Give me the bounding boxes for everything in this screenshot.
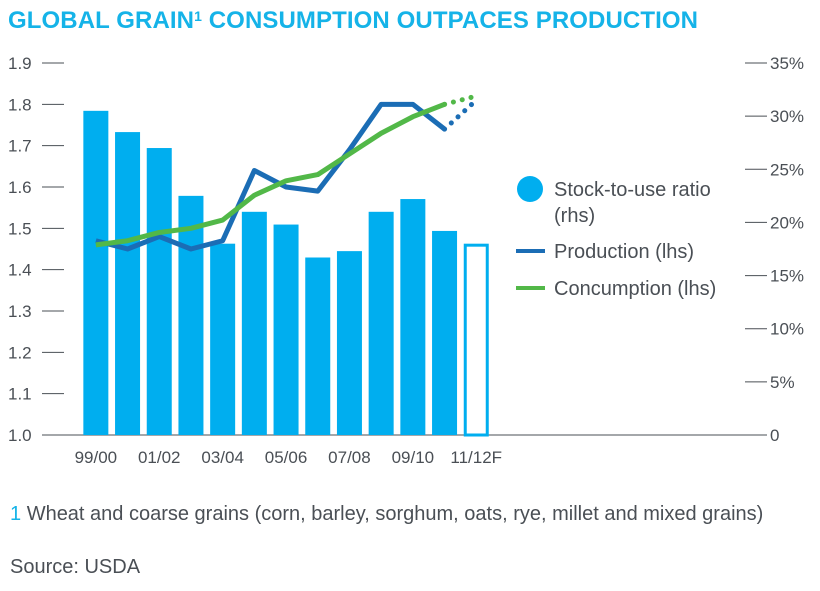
right-tick-label: 5%	[770, 373, 795, 392]
left-tick-label: 1.0	[8, 426, 32, 445]
bar-03/04	[210, 243, 236, 435]
bar-09/10	[400, 199, 426, 435]
bar-99/00	[83, 110, 109, 435]
x-tick-label: 11/12F	[450, 448, 502, 467]
legend-bar-label-rhs: (rhs)	[554, 205, 595, 227]
legend-consumption-label: Concumption (lhs)	[554, 278, 716, 300]
x-axis-labels: 99/00 01/02 03/04 05/06 07/08 09/10 11/12F	[75, 448, 503, 467]
consumption-forecast-line	[442, 93, 479, 107]
bar-06/07	[305, 257, 331, 435]
chart-title: GLOBAL GRAIN1 CONSUMPTION OUTPACES PRODU…	[8, 7, 699, 34]
x-tick-label: 03/04	[201, 448, 244, 467]
bar-02/03	[178, 195, 204, 435]
x-tick-label: 99/00	[75, 448, 118, 467]
legend-bar-label: Stock-to-use ratio	[554, 179, 711, 201]
right-tick-label: 25%	[770, 160, 804, 179]
x-tick-label: 01/02	[138, 448, 181, 467]
bar-forecast-11/12F	[463, 243, 489, 437]
chart-legend: Stock-to-use ratio (rhs) Production (lhs) C…	[516, 176, 716, 300]
x-tick-label: 05/06	[265, 448, 308, 467]
footnote: 1 Wheat and coarse grains (corn, barley,…	[10, 502, 810, 526]
left-tick-label: 1.8	[8, 95, 32, 114]
stock-to-use-bars	[83, 110, 489, 437]
right-tick-label: 0	[770, 426, 779, 445]
consumption-line	[95, 102, 446, 248]
left-tick-label: 1.1	[8, 385, 32, 404]
chart-axes: 1.0 1.1 1.2 1.3 1.4 1.5 1.6 1.7 1.8 1.9 0 5% 10% 15% 2…	[8, 54, 804, 445]
left-tick-label: 1.5	[8, 219, 32, 238]
bar-08/09	[368, 211, 394, 435]
production-forecast-line	[442, 97, 479, 132]
legend-production-label: Production (lhs)	[554, 241, 694, 263]
title-footnote-mark: 1	[194, 8, 202, 24]
right-tick-label: 30%	[770, 107, 804, 126]
x-tick-label: 09/10	[392, 448, 435, 467]
footnote-number: 1	[10, 503, 22, 525]
left-tick-label: 1.9	[8, 54, 32, 73]
bar-00/01	[115, 132, 141, 436]
grain-chart: 1.0 1.1 1.2 1.3 1.4 1.5 1.6 1.7 1.8 1.9 0 5% 10% 15% 2…	[8, 54, 804, 467]
right-tick-label: 15%	[770, 267, 804, 286]
left-tick-label: 1.4	[8, 261, 32, 280]
production-line	[95, 101, 447, 252]
bar-05/06	[273, 224, 299, 435]
left-tick-label: 1.3	[8, 302, 32, 321]
right-tick-label: 35%	[770, 54, 804, 73]
grain-lines	[95, 93, 479, 252]
left-tick-label: 1.2	[8, 343, 32, 362]
left-tick-label: 1.6	[8, 178, 32, 197]
source-note: Source: USDA	[10, 556, 141, 578]
x-tick-label: 07/08	[328, 448, 371, 467]
bar-07/08	[336, 251, 362, 435]
bar-10/11	[432, 230, 458, 435]
bar-01/02	[146, 148, 172, 435]
bar-04/05	[241, 211, 267, 435]
footnote-text: Wheat and coarse grains (corn, barley, s…	[26, 503, 764, 525]
right-tick-label: 10%	[770, 320, 804, 339]
left-tick-label: 1.7	[8, 137, 32, 156]
right-tick-label: 20%	[770, 213, 804, 232]
legend-bar-marker	[517, 176, 543, 202]
